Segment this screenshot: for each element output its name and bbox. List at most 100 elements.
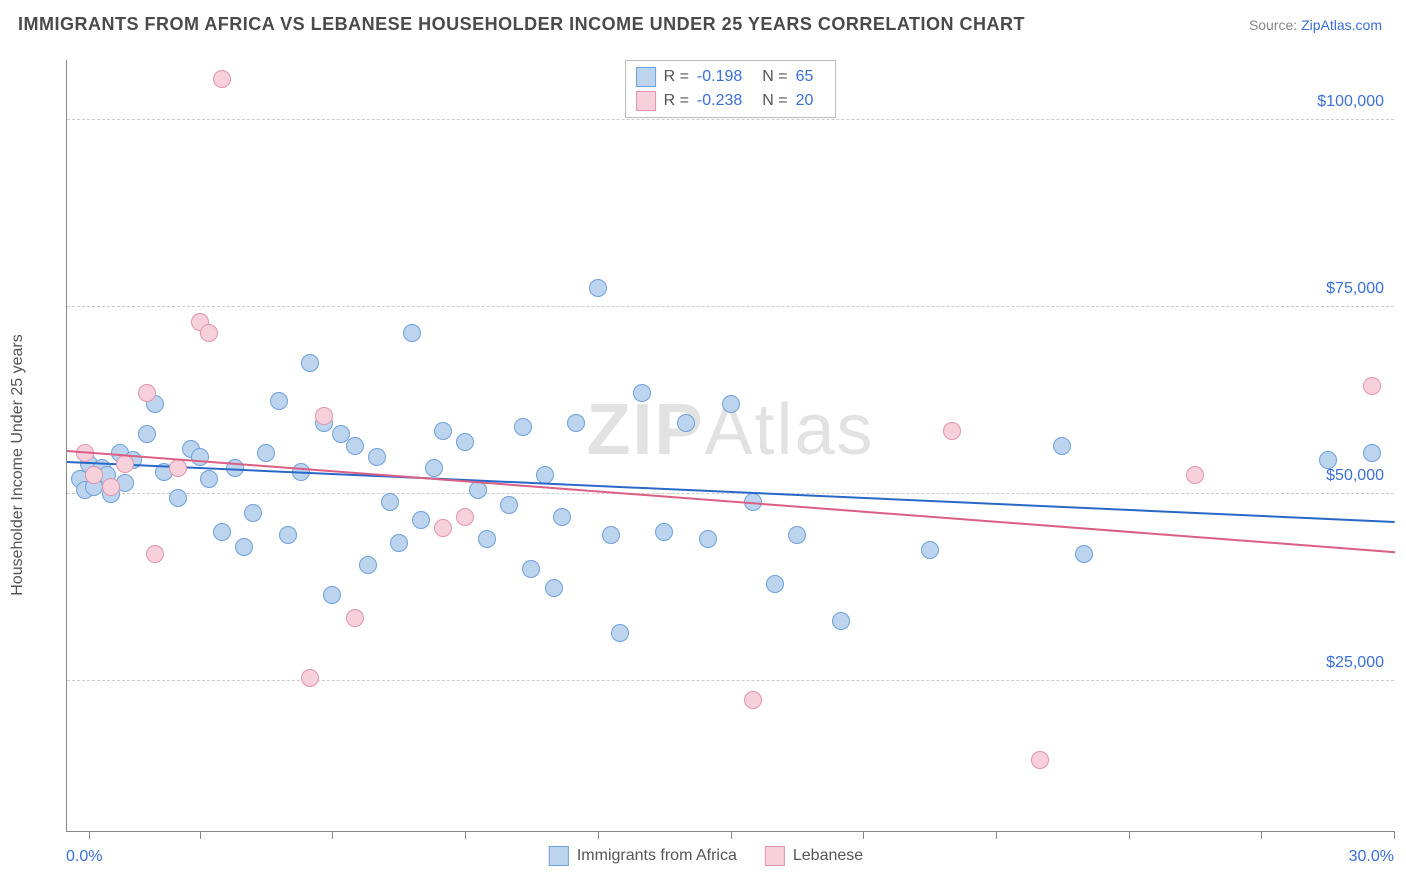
data-point bbox=[456, 508, 474, 526]
data-point bbox=[1031, 751, 1049, 769]
x-tick bbox=[200, 831, 201, 839]
x-tick bbox=[1261, 831, 1262, 839]
header: IMMIGRANTS FROM AFRICA VS LEBANESE HOUSE… bbox=[0, 0, 1406, 41]
data-point bbox=[1075, 545, 1093, 563]
data-point bbox=[346, 437, 364, 455]
x-tick bbox=[465, 831, 466, 839]
data-point bbox=[611, 624, 629, 642]
r-value: -0.198 bbox=[697, 68, 742, 86]
data-point bbox=[85, 466, 103, 484]
y-tick-label: $50,000 bbox=[1326, 467, 1384, 485]
x-axis-start-label: 0.0% bbox=[66, 848, 102, 866]
data-point bbox=[390, 534, 408, 552]
source-attribution: Source: ZipAtlas.com bbox=[1249, 17, 1382, 33]
data-point bbox=[567, 414, 585, 432]
source-link[interactable]: ZipAtlas.com bbox=[1301, 17, 1382, 33]
data-point bbox=[478, 530, 496, 548]
gridline bbox=[67, 306, 1394, 307]
data-point bbox=[213, 523, 231, 541]
n-value: 20 bbox=[796, 92, 814, 110]
gridline bbox=[67, 680, 1394, 681]
y-tick-label: $75,000 bbox=[1326, 280, 1384, 298]
series-legend: Immigrants from Africa Lebanese bbox=[549, 846, 863, 866]
data-point bbox=[469, 481, 487, 499]
data-point bbox=[138, 425, 156, 443]
r-value: -0.238 bbox=[697, 92, 742, 110]
x-tick bbox=[863, 831, 864, 839]
data-point bbox=[412, 511, 430, 529]
x-tick bbox=[89, 831, 90, 839]
n-value: 65 bbox=[796, 68, 814, 86]
data-point bbox=[677, 414, 695, 432]
data-point bbox=[138, 384, 156, 402]
data-point bbox=[589, 279, 607, 297]
data-point bbox=[633, 384, 651, 402]
chart-title: IMMIGRANTS FROM AFRICA VS LEBANESE HOUSE… bbox=[18, 14, 1025, 35]
x-tick bbox=[1394, 831, 1395, 839]
r-label: R = bbox=[664, 68, 689, 86]
r-label: R = bbox=[664, 92, 689, 110]
x-tick bbox=[598, 831, 599, 839]
series-name: Lebanese bbox=[793, 847, 863, 865]
data-point bbox=[346, 609, 364, 627]
data-point bbox=[1363, 444, 1381, 462]
data-point bbox=[235, 538, 253, 556]
data-point bbox=[522, 560, 540, 578]
data-point bbox=[301, 669, 319, 687]
data-point bbox=[1363, 377, 1381, 395]
data-point bbox=[359, 556, 377, 574]
n-label: N = bbox=[762, 68, 787, 86]
data-point bbox=[270, 392, 288, 410]
y-tick-label: $100,000 bbox=[1317, 93, 1384, 111]
data-point bbox=[602, 526, 620, 544]
data-point bbox=[1186, 466, 1204, 484]
data-point bbox=[323, 586, 341, 604]
data-point bbox=[722, 395, 740, 413]
y-tick-label: $25,000 bbox=[1326, 654, 1384, 672]
legend-swatch bbox=[549, 846, 569, 866]
data-point bbox=[279, 526, 297, 544]
gridline bbox=[67, 493, 1394, 494]
data-point bbox=[514, 418, 532, 436]
legend-swatch bbox=[636, 91, 656, 111]
trend-line bbox=[67, 450, 1395, 553]
legend-row: R = -0.238 N = 20 bbox=[636, 89, 826, 113]
plot-area: ZIPAtlas R =-0.198N =65R =-0.238N =20 $2… bbox=[66, 60, 1394, 832]
data-point bbox=[766, 575, 784, 593]
data-point bbox=[146, 545, 164, 563]
data-point bbox=[102, 478, 120, 496]
data-point bbox=[500, 496, 518, 514]
data-point bbox=[116, 455, 134, 473]
data-point bbox=[191, 448, 209, 466]
data-point bbox=[655, 523, 673, 541]
data-point bbox=[832, 612, 850, 630]
data-point bbox=[425, 459, 443, 477]
x-axis-end-label: 30.0% bbox=[1349, 848, 1394, 866]
data-point bbox=[434, 519, 452, 537]
data-point bbox=[1319, 451, 1337, 469]
x-tick bbox=[731, 831, 732, 839]
data-point bbox=[200, 324, 218, 342]
data-point bbox=[403, 324, 421, 342]
x-tick bbox=[996, 831, 997, 839]
data-point bbox=[434, 422, 452, 440]
legend-item: Lebanese bbox=[765, 846, 863, 866]
y-axis-label: Householder Income Under 25 years bbox=[9, 334, 27, 595]
data-point bbox=[456, 433, 474, 451]
data-point bbox=[213, 70, 231, 88]
x-tick bbox=[332, 831, 333, 839]
source-label: Source: bbox=[1249, 17, 1297, 33]
n-label: N = bbox=[762, 92, 787, 110]
data-point bbox=[381, 493, 399, 511]
legend-swatch bbox=[636, 67, 656, 87]
data-point bbox=[921, 541, 939, 559]
data-point bbox=[1053, 437, 1071, 455]
data-point bbox=[699, 530, 717, 548]
correlation-legend: R = -0.198 N = 65 R = -0.238 N = 20 bbox=[625, 60, 837, 118]
data-point bbox=[200, 470, 218, 488]
legend-row: R = -0.198 N = 65 bbox=[636, 65, 826, 89]
gridline bbox=[67, 119, 1394, 120]
chart-container: Householder Income Under 25 years ZIPAtl… bbox=[18, 50, 1394, 880]
legend-item: Immigrants from Africa bbox=[549, 846, 737, 866]
data-point bbox=[315, 407, 333, 425]
